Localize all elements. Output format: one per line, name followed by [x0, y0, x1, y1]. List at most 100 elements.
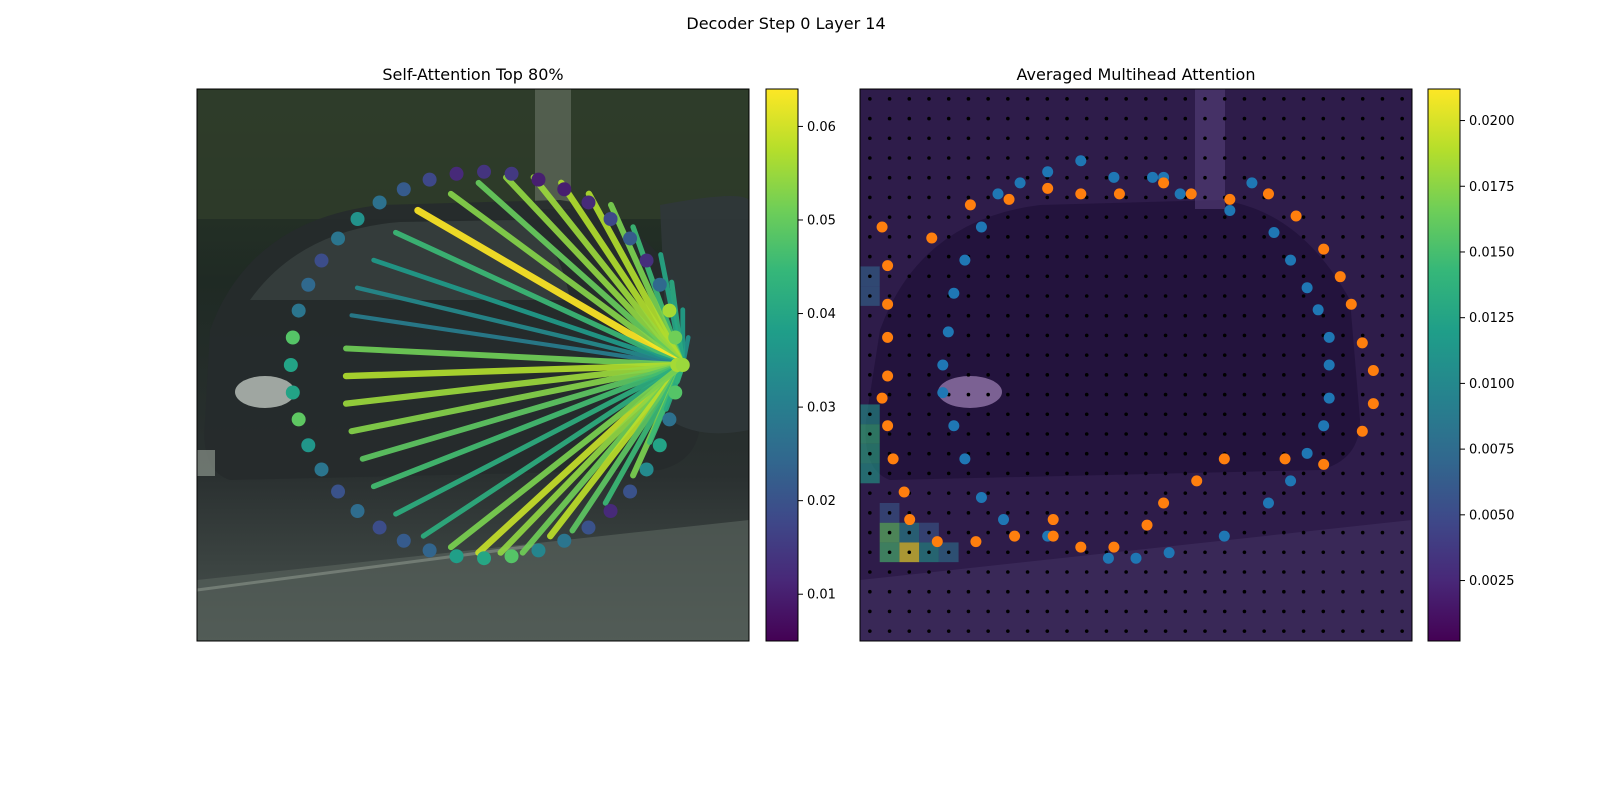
- attention-line: [359, 362, 686, 462]
- grid-dot: [1222, 116, 1227, 121]
- figure-title: Decoder Step 0 Layer 14: [686, 14, 885, 33]
- grid-dot: [1380, 333, 1385, 338]
- attention-node: [639, 462, 654, 477]
- grid-dot: [1301, 629, 1306, 633]
- grid-dot: [1360, 313, 1365, 318]
- orange-point: [1113, 188, 1125, 200]
- grid-dot: [1282, 333, 1286, 338]
- grid-dot: [907, 97, 912, 101]
- colorbar-tick-label: 0.05: [807, 213, 836, 228]
- grid-dot: [1124, 511, 1128, 515]
- self-attention-title: Self-Attention Top 80%: [382, 65, 563, 84]
- grid-dot: [1301, 254, 1306, 259]
- grid-dot: [1301, 313, 1306, 318]
- self-attention-panel: Self-Attention Top 80% 0.010.020.030.040…: [196, 65, 836, 642]
- grid-dot: [1360, 589, 1365, 594]
- grid-dot: [1203, 412, 1207, 417]
- grid-dot: [1065, 116, 1069, 121]
- grid-dot: [1144, 313, 1148, 318]
- grid-dot: [1065, 274, 1069, 279]
- grid-dot: [1222, 274, 1227, 279]
- attention-node: [350, 211, 365, 226]
- grid-dot: [1282, 609, 1286, 614]
- attention-node: [449, 166, 464, 181]
- blue-point: [1301, 282, 1313, 294]
- grid-dot: [1262, 156, 1266, 160]
- grid-dot: [966, 235, 971, 239]
- grid-dot: [1163, 629, 1168, 633]
- grid-dot: [1006, 491, 1010, 495]
- grid-dot: [1400, 195, 1404, 200]
- grid-dot: [1400, 274, 1404, 279]
- grid-dot: [1380, 570, 1385, 574]
- grid-dot: [907, 589, 912, 594]
- grid-dot: [946, 274, 951, 279]
- grid-dot: [1262, 570, 1266, 574]
- grid-dot: [868, 432, 872, 436]
- grid-dot: [1341, 294, 1345, 298]
- grid-dot: [1380, 175, 1385, 180]
- grid-dot: [927, 451, 931, 456]
- grid-dot: [966, 97, 971, 101]
- grid-dot: [1163, 333, 1168, 338]
- grid-dot: [1321, 215, 1326, 219]
- grid-dot: [927, 609, 931, 614]
- grid-dot: [1203, 373, 1207, 377]
- attention-node: [314, 462, 329, 477]
- grid-dot: [1084, 432, 1089, 436]
- grid-dot: [1301, 136, 1306, 141]
- attention-node: [581, 520, 596, 535]
- grid-dot: [1006, 274, 1010, 279]
- grid-dot: [966, 274, 971, 279]
- grid-dot: [986, 629, 990, 633]
- grid-dot: [1065, 629, 1069, 633]
- grid-dot: [1163, 570, 1168, 574]
- grid-dot: [986, 550, 990, 555]
- attention-node: [639, 253, 654, 268]
- grid-dot: [1183, 589, 1188, 594]
- grid-dot: [1282, 373, 1286, 377]
- grid-dot: [966, 392, 971, 397]
- grid-dot: [986, 609, 990, 614]
- grid-dot: [1262, 491, 1266, 495]
- grid-dot: [1380, 511, 1385, 515]
- grid-dot: [1144, 471, 1148, 476]
- grid-dot: [868, 195, 872, 200]
- grid-dot: [1341, 333, 1345, 338]
- grid-dot: [1104, 195, 1109, 200]
- grid-dot: [1380, 373, 1385, 377]
- grid-dot: [986, 156, 990, 160]
- grid-dot: [946, 235, 951, 239]
- grid-dot: [1341, 609, 1345, 614]
- grid-dot: [1222, 254, 1227, 259]
- grid-dot: [1360, 175, 1365, 180]
- grid-dot: [1242, 195, 1247, 200]
- self-attention-colorbar: 0.01 0.02 0.03 0.04 0.05 0.06: [765, 88, 836, 642]
- grid-dot: [927, 97, 931, 101]
- grid-dot: [1025, 432, 1030, 436]
- grid-dot: [907, 294, 912, 298]
- colorbar-tick-label: 0.0150: [1469, 245, 1515, 260]
- grid-dot: [1084, 629, 1089, 633]
- grid-dot: [1045, 471, 1050, 476]
- grid-dot: [1203, 333, 1207, 338]
- grid-dot: [1380, 432, 1385, 436]
- grid-dot: [1104, 373, 1109, 377]
- grid-dot: [1321, 235, 1326, 239]
- grid-dot: [1084, 471, 1089, 476]
- grid-dot: [1104, 412, 1109, 417]
- grid-dot: [966, 333, 971, 338]
- grid-dot: [927, 294, 931, 298]
- grid-dot: [1301, 274, 1306, 279]
- grid-dot: [946, 353, 951, 357]
- grid-dot: [1203, 353, 1207, 357]
- orange-point: [1367, 398, 1379, 410]
- grid-dot: [1006, 353, 1010, 357]
- grid-dot: [1242, 589, 1247, 594]
- grid-dot: [966, 629, 971, 633]
- orange-point: [1334, 271, 1346, 283]
- grid-dot: [1301, 491, 1306, 495]
- grid-dot: [1124, 629, 1128, 633]
- grid-dot: [1242, 215, 1247, 219]
- grid-dot: [1163, 274, 1168, 279]
